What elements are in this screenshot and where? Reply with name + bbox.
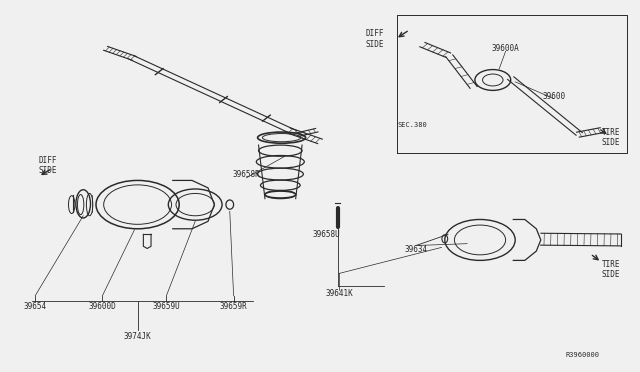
Text: DIFF
SIDE: DIFF SIDE (365, 29, 383, 49)
Text: SEC.380: SEC.380 (398, 122, 428, 128)
Text: 3974JK: 3974JK (124, 332, 152, 341)
Text: 39659U: 39659U (152, 302, 180, 311)
Text: 39658R: 39658R (232, 170, 260, 179)
Text: DIFF
SIDE: DIFF SIDE (39, 156, 57, 175)
Text: TIRE
SIDE: TIRE SIDE (602, 128, 620, 147)
Text: 39641K: 39641K (325, 289, 353, 298)
Text: 39634: 39634 (404, 245, 428, 254)
Text: 39659R: 39659R (220, 302, 248, 311)
Text: 39658U: 39658U (312, 230, 340, 239)
Text: 39600A: 39600A (492, 44, 520, 53)
Text: 39600D: 39600D (88, 302, 116, 311)
Text: 39654: 39654 (24, 302, 47, 311)
Text: 39600: 39600 (542, 92, 565, 101)
Text: TIRE
SIDE: TIRE SIDE (602, 260, 620, 279)
Text: R3960000: R3960000 (565, 352, 600, 358)
